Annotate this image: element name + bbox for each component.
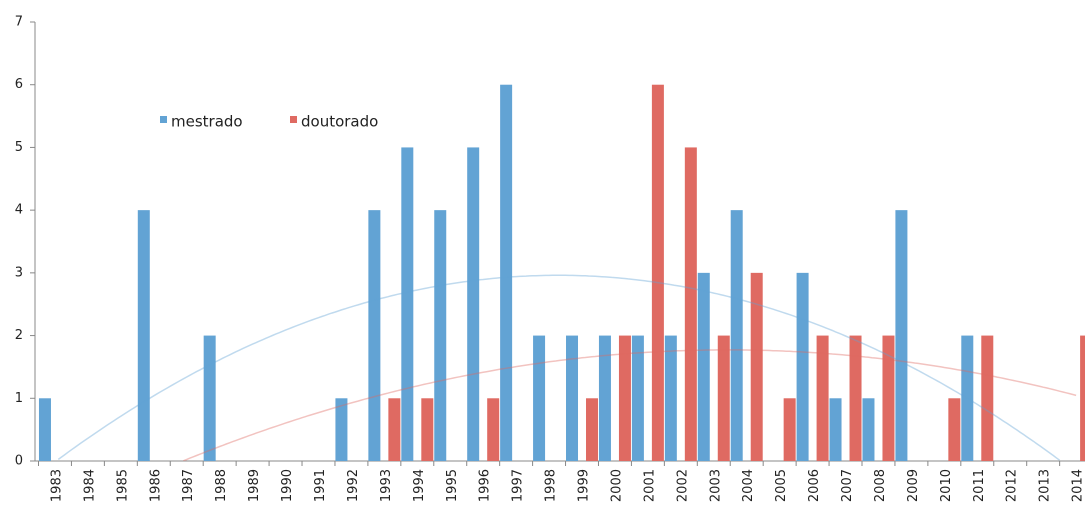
y-tick-label: 3 [15, 265, 23, 280]
trendline [57, 274, 1061, 461]
y-tick-label: 6 [15, 77, 23, 92]
x-tick-label: 1987 [181, 469, 196, 502]
bar [829, 398, 842, 461]
bar [618, 335, 631, 461]
x-tick-label: 2001 [642, 469, 657, 502]
x-tick-label: 1986 [148, 469, 163, 502]
y-tick-label: 5 [15, 140, 23, 155]
x-tick-label: 2009 [906, 469, 921, 502]
bar [631, 335, 644, 461]
bar [500, 84, 513, 461]
bar [368, 210, 381, 461]
x-tick-label: 1991 [313, 469, 328, 502]
x-tick-label: 2011 [972, 469, 987, 502]
bar [421, 398, 434, 461]
x-tick-label: 2010 [939, 469, 954, 502]
bar [487, 398, 500, 461]
x-tick-label: 2002 [675, 469, 690, 502]
x-tick-label: 1990 [280, 469, 295, 502]
x-tick-label: 1989 [247, 469, 262, 502]
y-tick-label: 0 [15, 454, 23, 469]
bar [783, 398, 796, 461]
legend-label: mestrado [171, 113, 243, 131]
x-tick-label: 2004 [741, 469, 756, 502]
x-tick-label: 2014 [1071, 469, 1085, 502]
x-tick-label: 2003 [708, 469, 723, 502]
bar [203, 335, 216, 461]
bar [948, 398, 961, 461]
x-tick-label: 2012 [1005, 469, 1020, 502]
bar [981, 335, 994, 461]
bar [750, 272, 763, 461]
x-tick-label: 1996 [478, 469, 493, 502]
x-tick-label: 1992 [346, 469, 361, 502]
x-tick-label: 1984 [82, 469, 97, 502]
bar [434, 210, 447, 461]
legend-swatch [160, 116, 167, 123]
x-tick-label: 1993 [379, 469, 394, 502]
bar [401, 147, 414, 461]
bar [38, 398, 51, 461]
bar [862, 398, 875, 461]
x-tick-label: 1988 [214, 469, 229, 502]
x-tick-label: 1995 [445, 469, 460, 502]
bar [816, 335, 829, 461]
x-tick-label: 1998 [544, 469, 559, 502]
x-tick-label: 1985 [115, 469, 130, 502]
bar [961, 335, 974, 461]
x-tick-label: 1999 [577, 469, 592, 502]
bar [882, 335, 895, 461]
bar [137, 210, 150, 461]
bar [717, 335, 730, 461]
x-tick-label: 1997 [511, 469, 526, 502]
bar [664, 335, 677, 461]
x-tick-label: 2008 [873, 469, 888, 502]
bar [895, 210, 908, 461]
bar [684, 147, 697, 461]
bar [849, 335, 862, 461]
legend-swatch [290, 116, 297, 123]
bar [586, 398, 599, 461]
bar [796, 272, 809, 461]
x-tick-label: 2005 [774, 469, 789, 502]
bar [598, 335, 611, 461]
bar [566, 335, 579, 461]
trendline [183, 349, 1077, 461]
x-tick-label: 1983 [49, 469, 64, 502]
y-tick-label: 7 [15, 15, 23, 30]
x-tick-label: 2006 [807, 469, 822, 502]
bar [388, 398, 401, 461]
trendlines [57, 274, 1077, 461]
bar [697, 272, 710, 461]
bar [730, 210, 743, 461]
x-tick-label: 2000 [609, 469, 624, 502]
y-tick-label: 4 [15, 203, 23, 218]
legend-label: doutorado [301, 113, 378, 131]
bar [651, 84, 664, 461]
bar [335, 398, 348, 461]
bar [467, 147, 480, 461]
x-tick-label: 2007 [840, 469, 855, 502]
y-tick-label: 1 [15, 391, 23, 406]
bar [1080, 335, 1085, 461]
x-tick-label: 2013 [1038, 469, 1053, 502]
y-tick-label: 2 [15, 328, 23, 343]
bar [533, 335, 546, 461]
x-tick-label: 1994 [412, 469, 427, 502]
